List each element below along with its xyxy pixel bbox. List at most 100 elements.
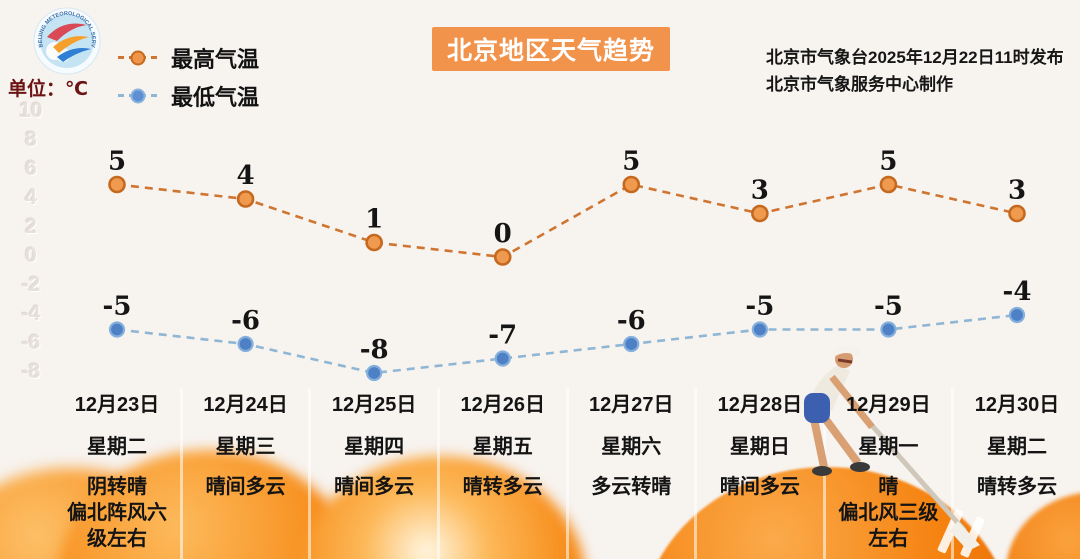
low-temp-value-label: -6 bbox=[231, 306, 260, 336]
person-cap bbox=[832, 345, 860, 357]
high-temp-point bbox=[622, 175, 641, 194]
forecast-weather-text: 晴间多云 bbox=[334, 476, 415, 498]
y-tick-label: 6 bbox=[25, 157, 37, 180]
low-temp-point bbox=[623, 335, 640, 353]
low-temp-value-label: -6 bbox=[617, 306, 646, 336]
low-temp-value-label: -5 bbox=[103, 292, 132, 322]
high-temp-value-label: 5 bbox=[108, 147, 126, 177]
chart-title: 北京地区天气趋势 bbox=[432, 27, 671, 71]
low-temp-value-label: -5 bbox=[745, 292, 774, 322]
low-temp-point bbox=[751, 321, 768, 338]
low-temp-point bbox=[494, 350, 511, 367]
low-temp-line-swatch bbox=[118, 88, 158, 103]
forecast-column: 12月30日 星期二 晴转多云 bbox=[953, 392, 1080, 500]
issue-line-2: 北京市气象服务中心制作 bbox=[766, 75, 953, 94]
unit-label: 单位：℃ bbox=[8, 79, 89, 100]
forecast-weekday: 星期五 bbox=[472, 436, 533, 458]
y-tick-label: -2 bbox=[21, 273, 41, 296]
forecast-weekday: 星期一 bbox=[858, 436, 919, 458]
legend-label-low: 最低气温 bbox=[171, 84, 260, 110]
forecast-weather-text: 晴间多云 bbox=[719, 476, 800, 498]
forecast-date: 12月29日 bbox=[846, 394, 931, 416]
y-tick-label: -4 bbox=[21, 302, 41, 325]
high-temp-value-label: 3 bbox=[751, 176, 769, 206]
low-temp-marker-icon bbox=[130, 88, 146, 103]
high-temp-value-label: 3 bbox=[1008, 176, 1026, 206]
person-figure bbox=[804, 345, 980, 551]
low-temp-point bbox=[237, 335, 254, 353]
y-tick-label: 4 bbox=[25, 186, 37, 209]
forecast-weather-text: 晴间多云 bbox=[205, 476, 286, 498]
legend-item-high: 最高气温 bbox=[118, 44, 259, 72]
issue-line-1: 北京市气象台2025年12月22日11时发布 bbox=[766, 48, 1064, 67]
high-temp-point bbox=[751, 204, 769, 223]
person-head bbox=[835, 350, 853, 368]
column-separator bbox=[436, 388, 440, 559]
high-temp-point bbox=[1008, 204, 1026, 223]
forecast-column: 12月24日 星期三 晴间多云 bbox=[181, 392, 310, 500]
high-temp-value-label: 0 bbox=[494, 219, 512, 249]
person-leg bbox=[810, 418, 828, 468]
high-temp-line bbox=[116, 183, 1018, 259]
forecast-date: 12月24日 bbox=[203, 394, 288, 416]
logo-red-swoosh bbox=[47, 23, 87, 41]
forecast-weather-text: 阴转晴 偏北阵风六 级左右 bbox=[67, 476, 167, 550]
y-tick-label: 2 bbox=[25, 215, 37, 238]
column-separator bbox=[179, 388, 183, 559]
meteorological-service-logo-icon: BEIJING METEOROLOGICAL SERVICE bbox=[33, 7, 101, 75]
person-sunglasses bbox=[837, 358, 853, 364]
forecast-column: 12月27日 星期六 多云转晴 bbox=[567, 392, 696, 500]
forecast-weather-text: 晴转多云 bbox=[977, 476, 1057, 498]
person-shoe bbox=[812, 466, 832, 476]
forecast-date: 12月25日 bbox=[331, 394, 417, 416]
high-temp-point bbox=[493, 248, 512, 266]
column-separator bbox=[308, 388, 312, 559]
high-temp-value-label: 4 bbox=[237, 161, 255, 191]
y-tick-label: 0 bbox=[25, 244, 37, 267]
high-temp-point bbox=[879, 175, 898, 194]
forecast-column: 12月25日 星期四 晴间多云 bbox=[310, 392, 439, 500]
tool-head bbox=[950, 521, 980, 551]
low-temp-value-label: -5 bbox=[874, 292, 903, 322]
column-separator bbox=[565, 388, 569, 559]
forecast-date: 12月27日 bbox=[589, 394, 674, 416]
high-temp-value-label: 5 bbox=[879, 147, 897, 177]
forecast-column: 12月28日 星期日晴间多云 bbox=[695, 392, 824, 500]
forecast-weekday: 星期日 bbox=[729, 436, 790, 458]
forecast-weather-text: 晴转多云 bbox=[462, 476, 543, 498]
y-tick-label: 8 bbox=[25, 128, 37, 151]
high-temp-value-label: 1 bbox=[365, 205, 383, 235]
tool-pole bbox=[866, 419, 967, 533]
column-separator bbox=[694, 388, 698, 559]
high-temp-point bbox=[365, 233, 383, 252]
high-temp-marker-icon bbox=[130, 50, 146, 65]
forecast-weekday: 星期二 bbox=[87, 436, 147, 458]
low-temp-point bbox=[1008, 306, 1026, 324]
forecast-date: 12月28日 bbox=[717, 394, 803, 416]
high-temp-value-label: 5 bbox=[622, 147, 640, 177]
forecast-weekday: 星期二 bbox=[987, 436, 1047, 458]
low-temp-line bbox=[116, 313, 1018, 375]
forecast-weather-text: 晴 偏北风三级 左右 bbox=[838, 476, 939, 550]
issue-info: 北京市气象台2025年12月22日11时发布 北京市气象服务中心制作 bbox=[766, 44, 1064, 98]
forecast-column: 12月29日 星期一晴 偏北风三级 左右 bbox=[824, 392, 953, 552]
legend-item-low: 最低气温 bbox=[118, 82, 260, 110]
low-temp-point bbox=[366, 364, 383, 382]
high-temp-point bbox=[108, 175, 126, 194]
person-leg bbox=[820, 414, 862, 466]
low-temp-point bbox=[108, 321, 126, 338]
low-temp-value-label: -8 bbox=[360, 335, 389, 365]
forecast-date: 12月23日 bbox=[74, 394, 160, 416]
low-temp-point bbox=[880, 321, 897, 338]
low-temp-value-label: -7 bbox=[488, 321, 517, 351]
low-temp-value-label: -4 bbox=[1003, 277, 1032, 307]
y-tick-label: -6 bbox=[21, 331, 41, 354]
logo-orange-swoosh bbox=[53, 36, 89, 53]
forecast-weekday: 星期六 bbox=[601, 436, 662, 458]
y-tick-label: -8 bbox=[21, 360, 41, 383]
high-temp-line-swatch bbox=[118, 50, 158, 65]
person-shoe bbox=[850, 462, 870, 472]
person-arm bbox=[829, 374, 875, 430]
column-separator bbox=[951, 388, 955, 559]
